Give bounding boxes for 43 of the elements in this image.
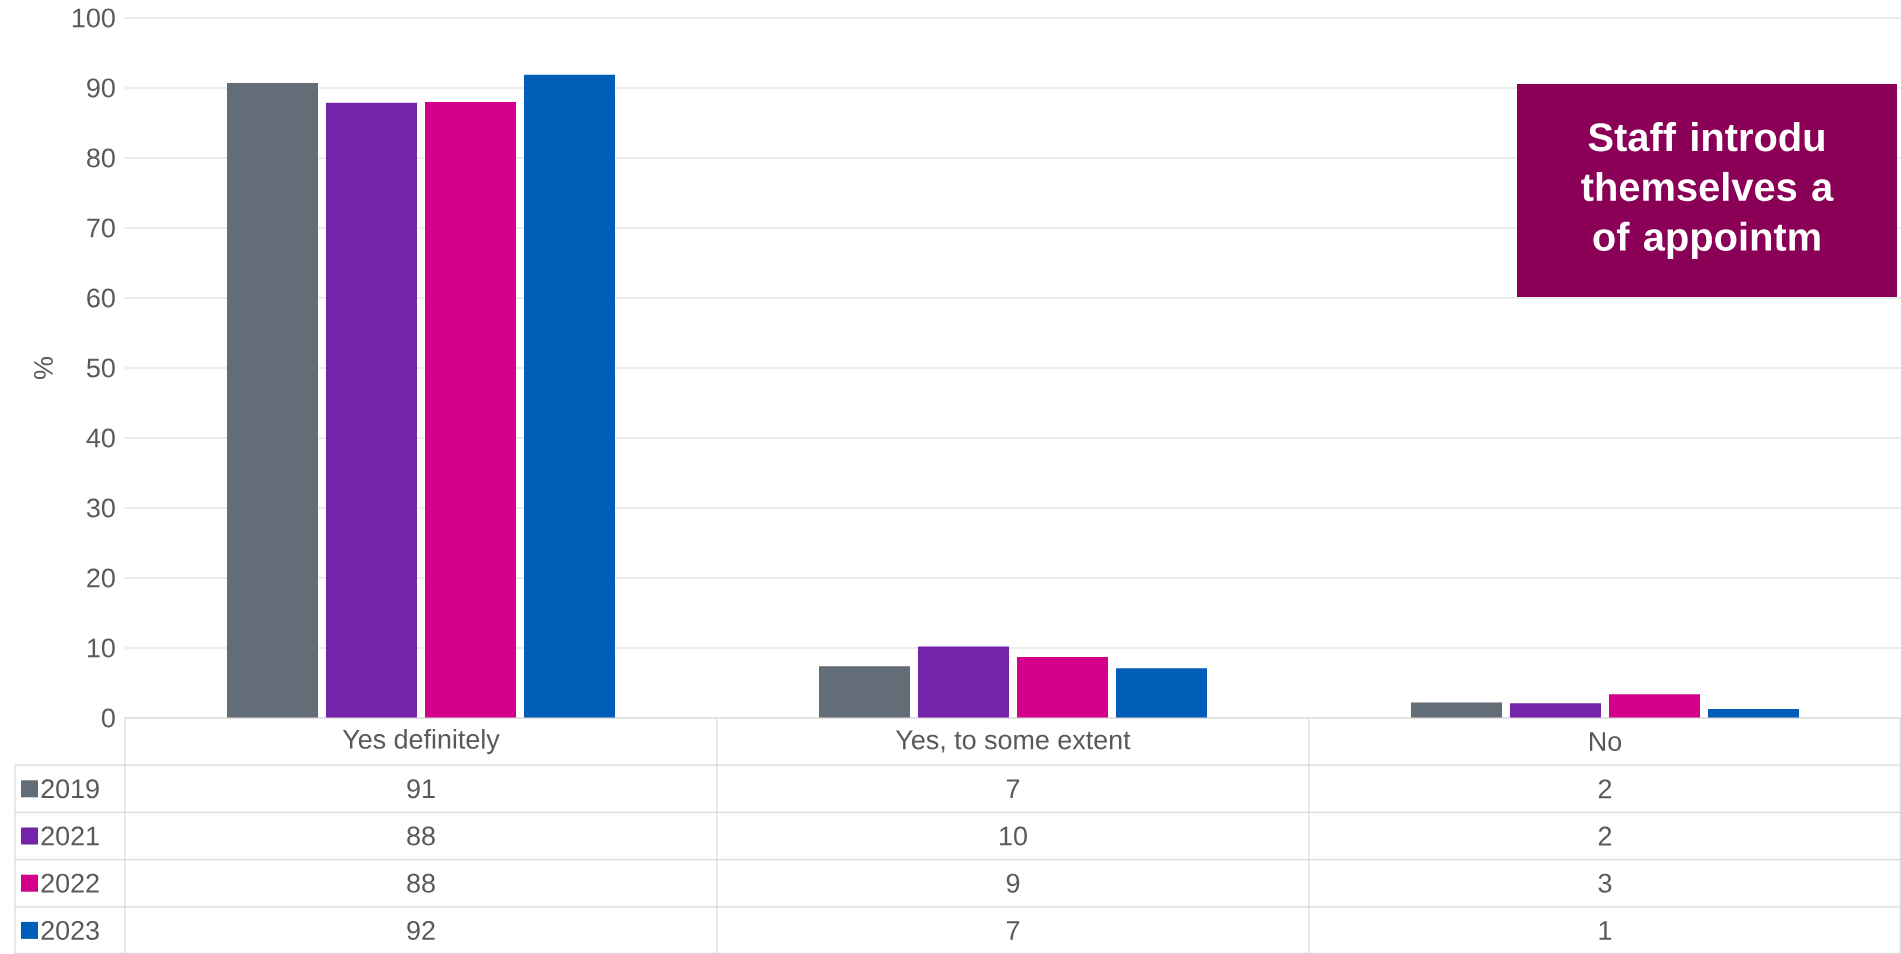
y-tick-label: 90 (87, 78, 115, 98)
legend-label: 2022 (41, 873, 99, 893)
bar (1017, 657, 1108, 718)
y-tick-label: 80 (87, 148, 115, 168)
legend-label: 2019 (41, 779, 99, 799)
text: Staff introdu themselves a of appointm (1581, 122, 1834, 259)
x-tick-label: Yes, to some extent (895, 730, 1131, 753)
x-tick-label: Yes definitely (342, 729, 500, 755)
data-label: 10 (1000, 826, 1027, 846)
y-tick-label: 0 (101, 708, 115, 728)
y-tick-label: 100 (73, 8, 115, 28)
x-tick-label: No (1590, 732, 1622, 751)
data-label: 2 (1598, 779, 1612, 799)
y-tick-label: 40 (86, 428, 115, 448)
y-tick-label: 30 (86, 498, 115, 518)
data-label: 3 (1598, 873, 1612, 893)
bar (227, 83, 318, 718)
y-tick-label: 70 (87, 218, 115, 238)
data-label: 2 (1598, 826, 1612, 846)
data-label: 92 (407, 920, 435, 940)
y-tick-label: 50 (86, 358, 115, 378)
bar (1410, 702, 1502, 718)
bar (818, 666, 910, 718)
legend-label: 2023 (41, 920, 99, 940)
bar (326, 102, 417, 718)
bar (524, 74, 615, 718)
data-label: 7 (1006, 779, 1020, 799)
bar (917, 646, 1009, 718)
bar (1608, 694, 1700, 718)
bar (1116, 668, 1207, 718)
data-label: 91 (407, 779, 435, 799)
data-label: 9 (1006, 873, 1020, 893)
data-label: 88 (407, 826, 435, 846)
y-tick-label: 60 (87, 288, 115, 308)
legend-label: 2021 (41, 826, 99, 846)
bar (1509, 703, 1601, 718)
y-tick-label: 20 (87, 568, 115, 588)
data-label: 88 (407, 873, 435, 893)
data-label: 1 (1599, 921, 1612, 940)
data-label: 7 (1006, 921, 1020, 940)
y-axis-title: % (34, 356, 53, 379)
bar (425, 101, 516, 718)
y-tick-label: 10 (87, 638, 115, 658)
